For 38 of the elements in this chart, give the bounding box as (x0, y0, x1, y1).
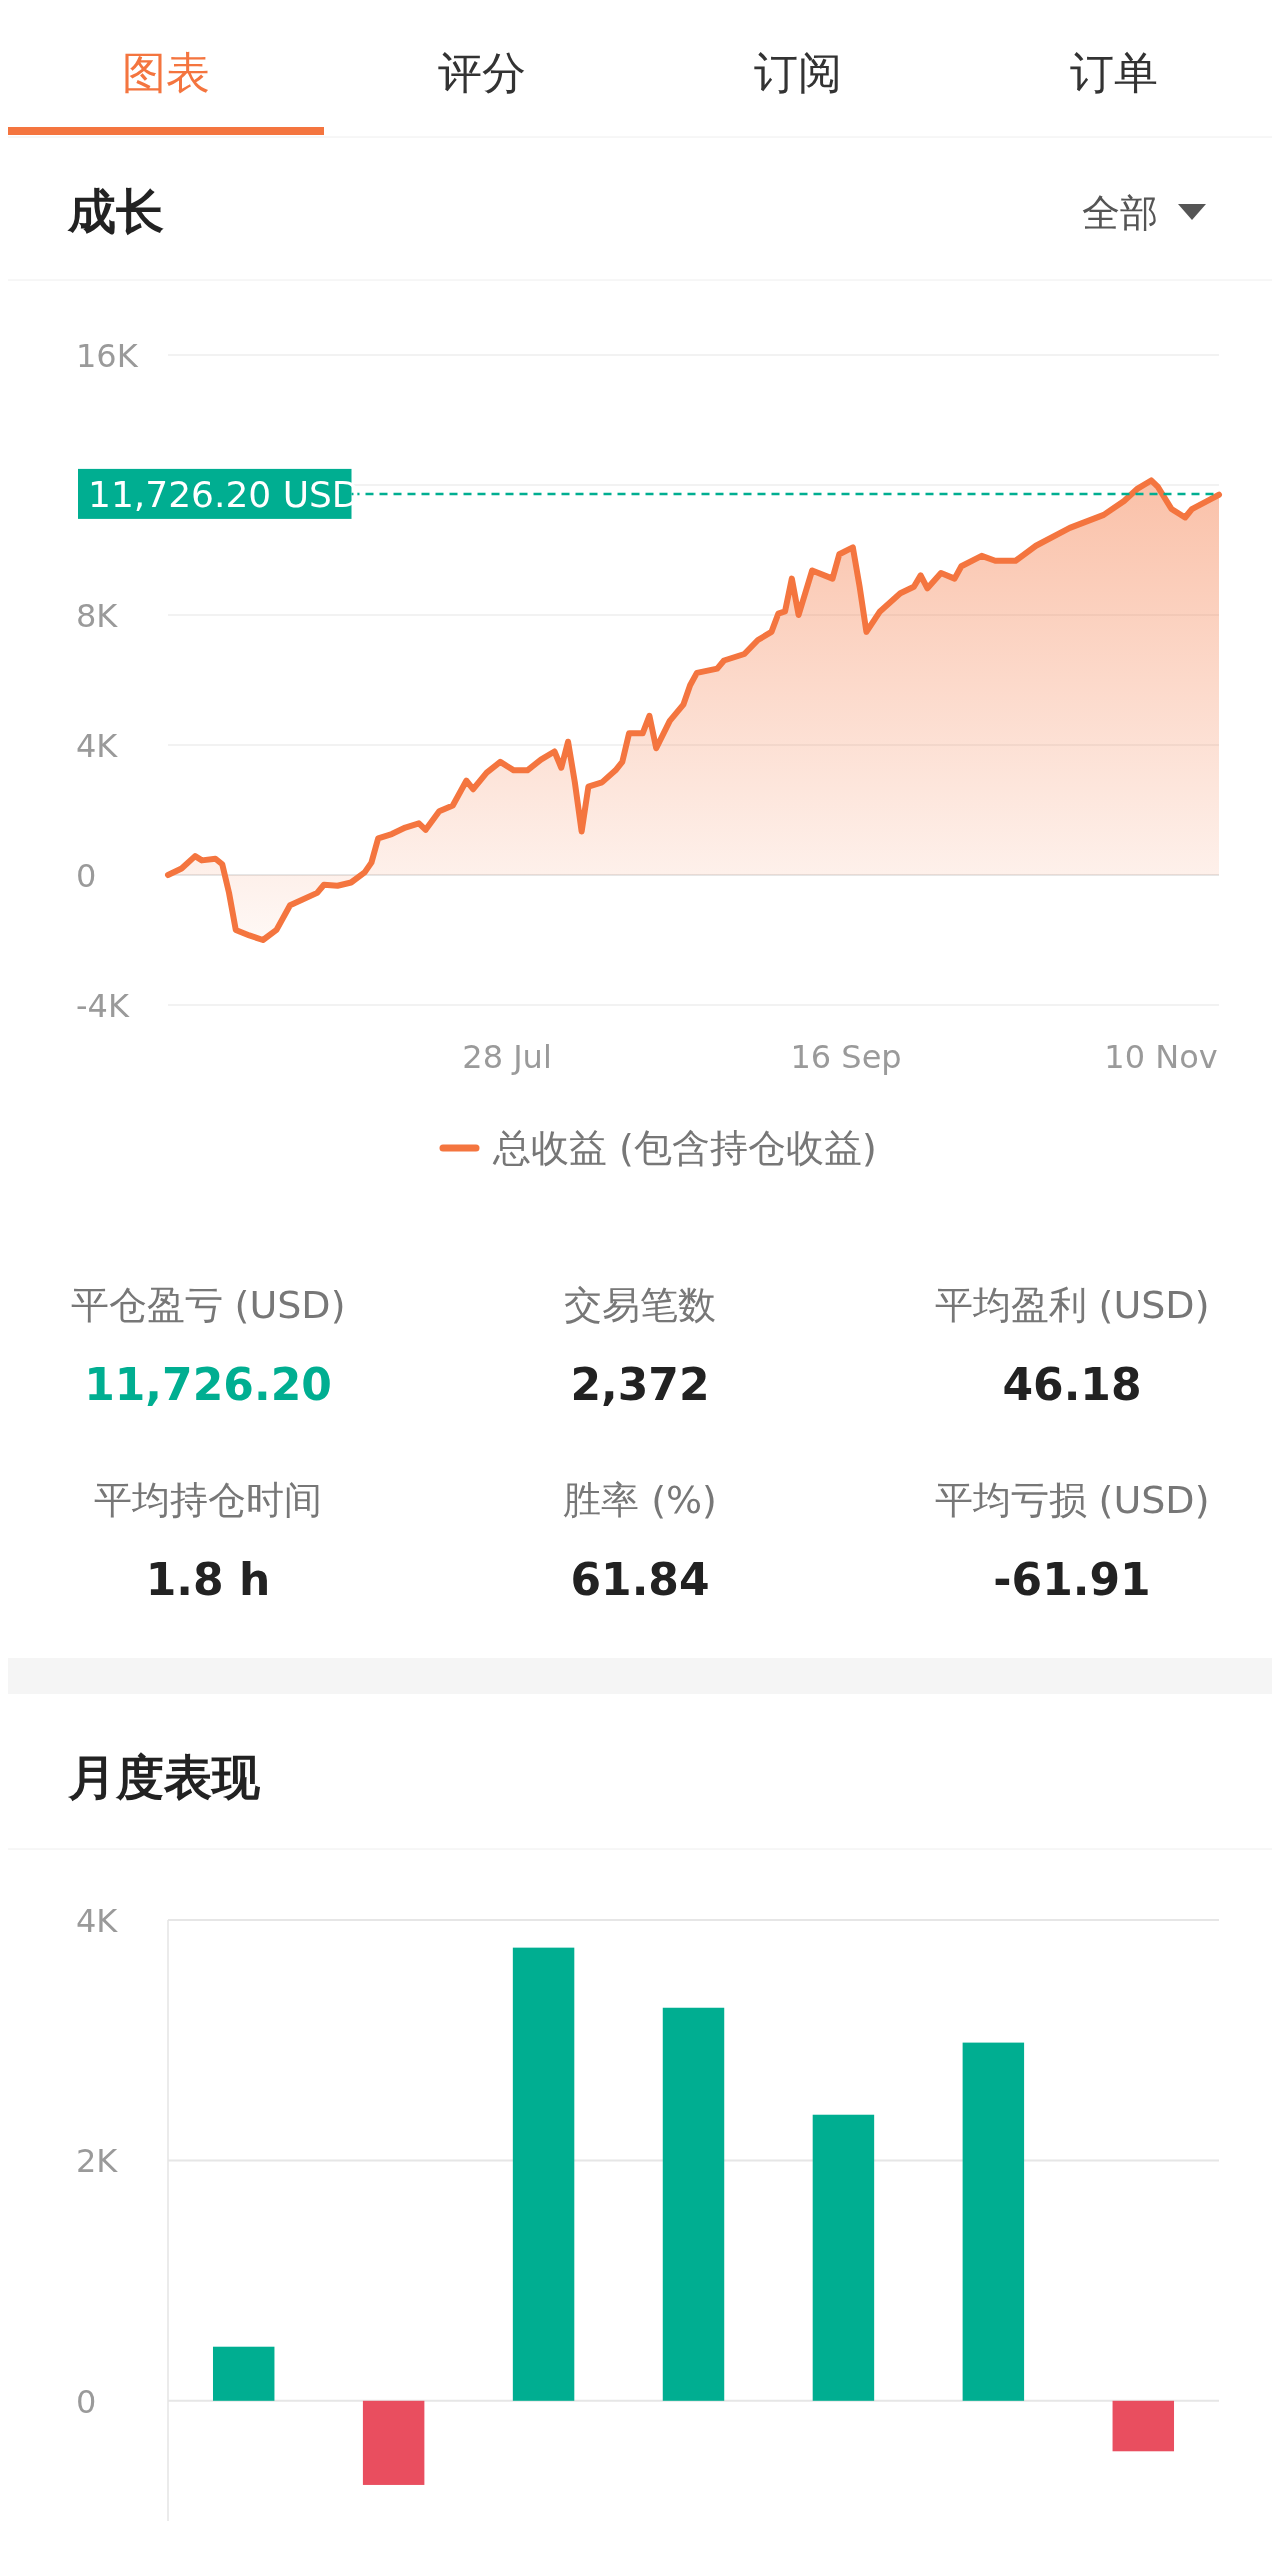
text: 1.8 h (145, 1554, 271, 1605)
bar (962, 2042, 1025, 2401)
y-tick-label: 0 (76, 2382, 97, 2421)
x-tick-label: 28 Jul (462, 1038, 552, 1076)
chart-title: 成长 (67, 183, 164, 239)
y-tick-label: 0 (76, 857, 97, 895)
bar (812, 2114, 875, 2401)
chart-title: 月度表现 (67, 1749, 261, 1805)
text: 61.84 (570, 1554, 710, 1605)
text: 46.18 (1002, 1359, 1142, 1410)
x-tick-label: 10 Nov (1104, 1038, 1218, 1076)
text: -61.91 (993, 1554, 1151, 1605)
text: 平仓盈亏 (USD) (70, 1283, 346, 1327)
text: 平均盈利 (USD) (934, 1283, 1210, 1327)
text: 图表 (122, 47, 210, 98)
legend-label: 总收益 (包含持仓收益) (492, 1126, 877, 1170)
bar (212, 2346, 275, 2401)
text: 胜率 (%) (563, 1478, 717, 1522)
bar (1112, 2400, 1175, 2452)
y-tick-label: 16K (76, 337, 139, 375)
text: 平均亏损 (USD) (934, 1478, 1210, 1522)
text: 11,726.20 (84, 1359, 332, 1410)
text: 订单 (1070, 47, 1158, 98)
text: 2,372 (570, 1359, 710, 1410)
y-tick-label: 4K (76, 727, 119, 765)
y-tick-label: -4K (76, 987, 130, 1025)
x-tick-label: 16 Sep (790, 1038, 902, 1076)
text: 全部 (1082, 191, 1158, 235)
text: 平均持仓时间 (94, 1478, 322, 1522)
bar (662, 2007, 725, 2401)
bar (362, 2400, 425, 2485)
text: 订阅 (754, 47, 842, 98)
bar (512, 1947, 575, 2401)
text: 交易笔数 (564, 1283, 716, 1327)
y-tick-label: 8K (76, 597, 119, 635)
y-tick-label: 4K (76, 1902, 119, 1940)
y-tick-label: 2K (76, 2142, 119, 2181)
text: 评分 (438, 47, 526, 98)
